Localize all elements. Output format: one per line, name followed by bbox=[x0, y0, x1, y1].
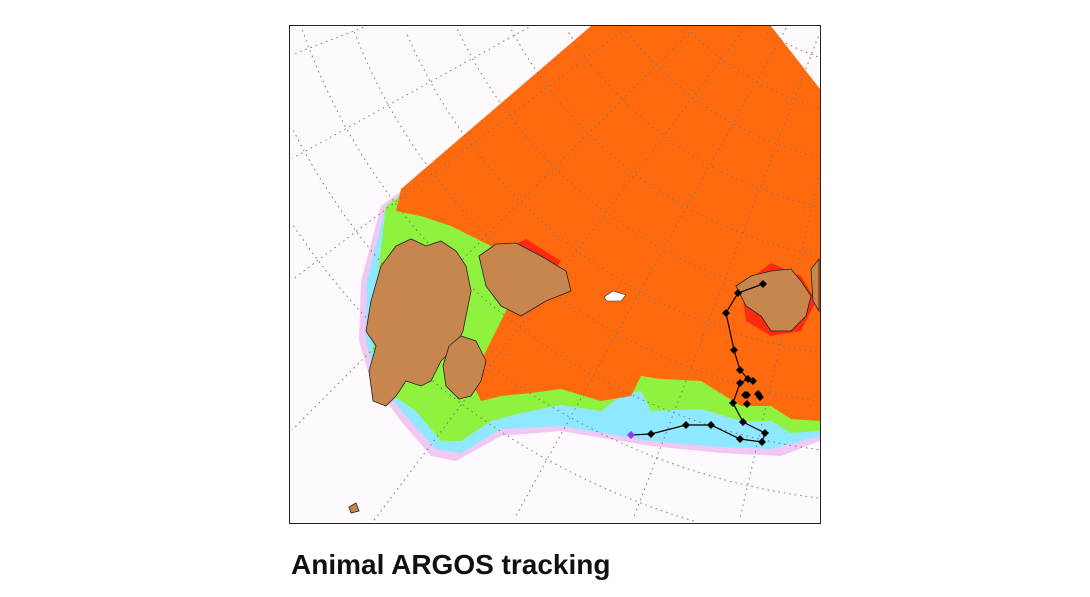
longitude-line bbox=[513, 28, 787, 520]
track-fix bbox=[761, 429, 769, 437]
island bbox=[810, 257, 820, 313]
track-line bbox=[630, 283, 766, 443]
track-fix bbox=[759, 280, 767, 288]
open-water bbox=[396, 26, 820, 421]
track-fix bbox=[741, 391, 749, 399]
track-start-fix bbox=[627, 431, 635, 439]
track-fix bbox=[758, 438, 766, 446]
bear-island bbox=[348, 502, 360, 514]
track-fix bbox=[707, 421, 715, 429]
argos-tracking-map bbox=[289, 25, 821, 524]
latitude-line bbox=[624, 28, 818, 158]
map-canvas bbox=[291, 26, 820, 522]
animal-track bbox=[627, 280, 769, 446]
franz-josef-land bbox=[735, 268, 812, 332]
track-fix bbox=[736, 435, 744, 443]
track-fix bbox=[736, 366, 744, 374]
longitude-line bbox=[292, 28, 626, 281]
track-fix bbox=[734, 289, 742, 297]
longitude-line bbox=[292, 27, 529, 159]
longitude-line bbox=[632, 36, 819, 519]
track-fix bbox=[749, 377, 757, 385]
track-fix bbox=[682, 421, 690, 429]
svalbard-nordaustlandet bbox=[478, 242, 572, 317]
track-fix bbox=[647, 430, 655, 438]
svalbard-edgeoya bbox=[442, 335, 487, 400]
land bbox=[348, 238, 820, 514]
longitude-line bbox=[291, 28, 694, 431]
track-fix bbox=[736, 379, 744, 387]
track-fix bbox=[730, 346, 738, 354]
track-fix bbox=[756, 393, 764, 401]
track-fix bbox=[743, 400, 751, 408]
ice-floe bbox=[603, 290, 627, 302]
track-fix bbox=[739, 418, 747, 426]
longitude-line bbox=[739, 177, 820, 520]
caption: Animal ARGOS tracking bbox=[291, 549, 611, 580]
latitude-line bbox=[292, 130, 818, 499]
track-fix bbox=[729, 399, 737, 407]
latitude-line bbox=[291, 223, 694, 522]
latitude-line bbox=[686, 27, 820, 108]
track-fix bbox=[722, 309, 730, 317]
longitude-line bbox=[293, 26, 364, 55]
